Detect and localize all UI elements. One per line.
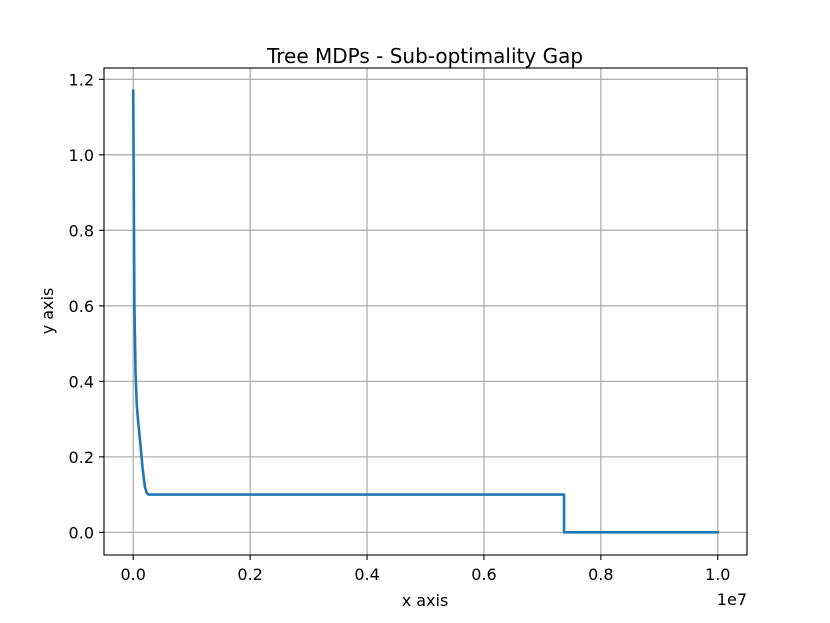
chart-title: Tree MDPs - Sub-optimality Gap xyxy=(266,44,583,68)
y-tick-label: 0.4 xyxy=(69,372,94,391)
y-tick-label: 0.8 xyxy=(69,221,94,240)
y-tick-label: 1.2 xyxy=(69,70,94,89)
series-line xyxy=(131,89,720,534)
x-tick-label: 1.0 xyxy=(705,565,730,584)
grid xyxy=(104,68,747,555)
x-tick-label: 0.6 xyxy=(471,565,496,584)
x-tick-label: 0.2 xyxy=(237,565,262,584)
x-axis-label: x axis xyxy=(402,591,449,610)
x-tick-label: 0.4 xyxy=(354,565,379,584)
plot-frame xyxy=(103,67,748,556)
x-tick-label: 0.0 xyxy=(121,565,146,584)
y-tick-label: 0.6 xyxy=(69,297,94,316)
y-tick-label: 1.0 xyxy=(69,146,94,165)
axis-ticks: 0.0 0.2 0.4 0.6 0.8 1.0 0.0 0.2 0.4 0.6 0.8 1.0 1.2 xyxy=(69,70,731,584)
y-axis-label: y axis xyxy=(38,288,57,335)
y-tick-label: 0.2 xyxy=(69,448,94,467)
series-layer xyxy=(131,89,720,534)
x-offset-label: 1e7 xyxy=(717,590,747,609)
x-tick-label: 0.8 xyxy=(588,565,613,584)
y-tick-label: 0.0 xyxy=(69,523,94,542)
